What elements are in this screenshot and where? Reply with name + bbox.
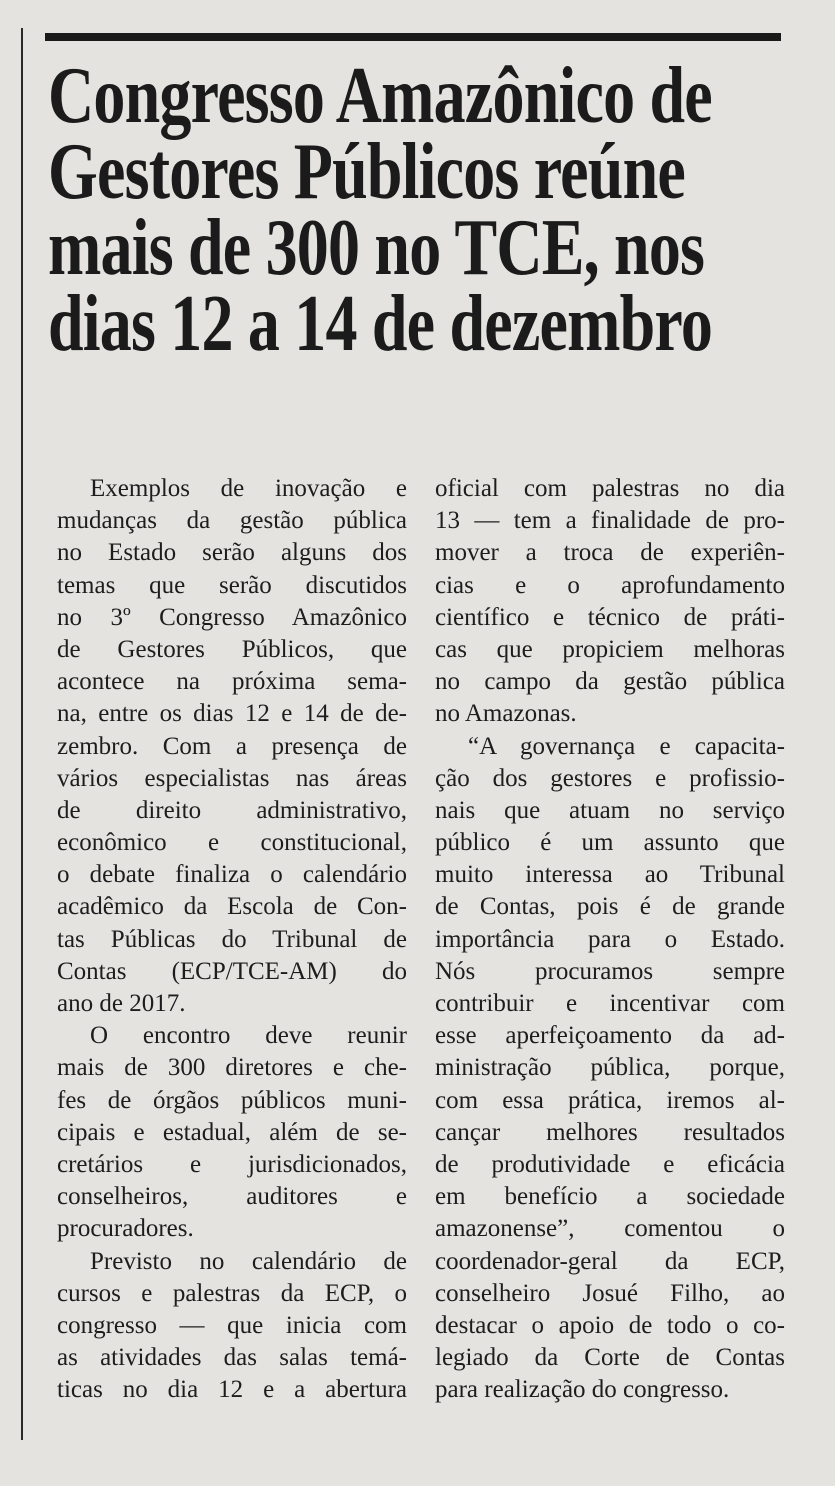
headline-line: Gestores Públicos reúne (48, 128, 686, 216)
body-text-line: o debate finaliza o calendário (57, 861, 407, 889)
body-text-line: ção dos gestores e profissio- (435, 764, 785, 792)
body-text-line: público é um assunto que (435, 829, 785, 857)
body-text-line: econômico e constitucional, (57, 829, 407, 857)
body-text-line: destacar o apoio de todo o co- (435, 1311, 785, 1339)
body-text-line: cas que propiciem melhoras (435, 635, 785, 663)
body-text-line: de direito administrativo, (57, 796, 407, 824)
top-rule (45, 33, 781, 41)
article-column-1: Exemplos de inovação e mudanças da gestão… (57, 473, 407, 1406)
body-text-line: de Contas, pois é de grande (435, 893, 785, 921)
body-text-line: de produtividade e eficácia (435, 1150, 785, 1178)
body-text-line: mudanças da gestão pública (57, 507, 407, 535)
body-text-line: vários especialistas nas áreas (57, 764, 407, 792)
body-text-line: conselheiros, auditores e (57, 1183, 407, 1211)
body-text-line: amazonense”, comentou o (435, 1215, 785, 1243)
body-text-line: fes de órgãos públicos muni- (57, 1086, 407, 1114)
body-text-line: ticas no dia 12 e a abertura (57, 1376, 407, 1404)
body-text-line: Contas (ECP/TCE-AM) do (57, 957, 407, 985)
body-text-line: conselheiro Josué Filho, ao (435, 1279, 785, 1307)
body-text-line: tas Públicas do Tribunal de (57, 925, 407, 953)
body-text-line: O encontro deve reunir (90, 1022, 407, 1050)
body-text-line: esse aperfeiçoamento da ad- (435, 1022, 785, 1050)
headline-line: dias 12 a 14 de dezembro (48, 280, 713, 368)
body-text-line: na, entre os dias 12 e 14 de de- (57, 700, 407, 728)
column-divider-rule (21, 28, 23, 1440)
body-text-line: mover a troca de experiên- (435, 539, 785, 567)
body-text-line: contribuir e incentivar com (435, 990, 785, 1017)
body-text-line: Nós procuramos sempre (435, 957, 785, 985)
body-text-line: as atividades das salas temá- (57, 1344, 407, 1372)
body-text-line: cançar melhores resultados (435, 1118, 785, 1146)
body-text-line: cretários e jurisdicionados, (57, 1150, 407, 1178)
body-text-line: com essa prática, iremos al- (435, 1086, 785, 1114)
body-text-line: cursos e palestras da ECP, o (57, 1279, 407, 1307)
body-text-line: procuradores. (57, 1215, 194, 1243)
body-text-line: para realização do congresso. (435, 1376, 730, 1404)
body-text-line: importância para o Estado. (435, 925, 785, 953)
body-text-line: congresso — que inicia com (57, 1311, 407, 1339)
body-text-line: mais de 300 diretores e che- (57, 1054, 407, 1082)
body-text-line: cipais e estadual, além de se- (57, 1118, 407, 1146)
body-text-line: zembro. Com a presença de (57, 732, 407, 760)
headline-line: Congresso Amazônico de (48, 52, 713, 140)
body-text-line: Exemplos de inovação e (90, 475, 407, 502)
body-text-line: no Amazonas. (435, 700, 577, 728)
body-text-line: em benefício a sociedade (435, 1183, 785, 1211)
body-text-line: muito interessa ao Tribunal (435, 861, 785, 889)
body-text-line: cias e o aprofundamento (435, 571, 785, 599)
body-text-line: científico e técnico de práti- (435, 603, 785, 631)
body-text-line: Previsto no calendário de (90, 1247, 407, 1275)
body-text-line: ministração pública, porque, (435, 1054, 785, 1082)
body-text-line: nais que atuam no serviço (435, 796, 785, 824)
body-text-line: legiado da Corte de Contas (435, 1344, 785, 1372)
body-text-line: “A governança e capacita- (468, 732, 785, 760)
body-text-line: 13 — tem a finalidade de pro- (435, 507, 785, 535)
body-text-line: no Estado serão alguns dos (57, 539, 407, 567)
body-text-line: no campo da gestão pública (435, 668, 785, 696)
body-text-line: de Gestores Públicos, que (57, 635, 407, 663)
body-text-line: ano de 2017. (57, 990, 186, 1017)
headline: Congresso Amazônico de Gestores Públicos… (48, 52, 788, 368)
headline-line: mais de 300 no TCE, nos (48, 204, 705, 292)
article-column-2: oficial com palestras no dia 13 — tem a f… (435, 473, 785, 1406)
body-text-line: no 3º Congresso Amazônico (57, 603, 407, 631)
body-text-line: oficial com palestras no dia (435, 475, 785, 502)
body-text-line: acadêmico da Escola de Con- (57, 893, 407, 921)
body-text-line: coordenador-geral da ECP, (435, 1247, 785, 1275)
body-text-line: temas que serão discutidos (57, 571, 407, 599)
body-text-line: acontece na próxima sema- (57, 668, 407, 696)
